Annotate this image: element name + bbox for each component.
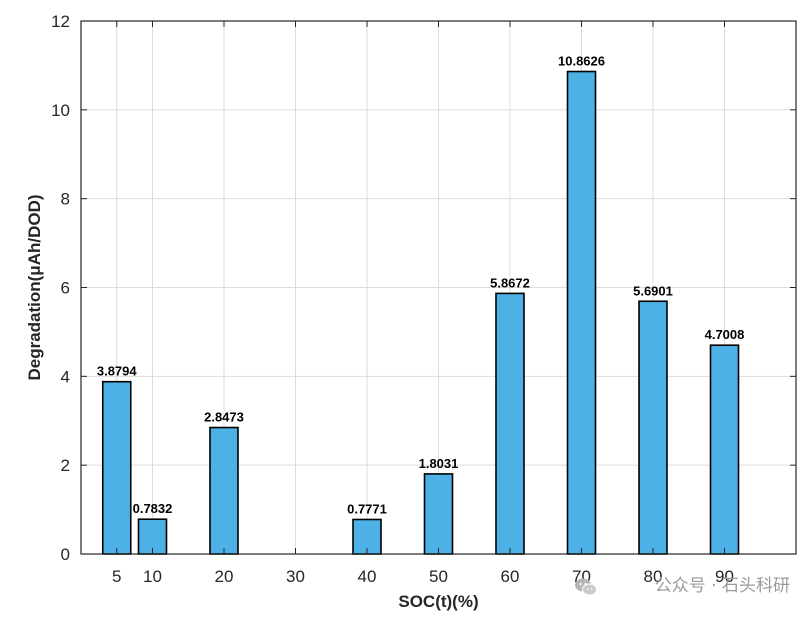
watermark-text: 公众号 · 石头科研 xyxy=(654,576,790,596)
y-tick-label: 4 xyxy=(61,367,70,386)
bar-value-label: 10.8626 xyxy=(558,54,605,69)
x-tick-label: 10 xyxy=(143,567,162,586)
y-tick-label: 10 xyxy=(51,101,70,120)
bar xyxy=(101,380,132,555)
bar xyxy=(495,292,525,555)
y-tick-label: 12 xyxy=(51,12,70,31)
bar-value-label: 0.7832 xyxy=(133,501,173,516)
bar xyxy=(209,426,239,555)
bar-value-label: 4.7008 xyxy=(705,327,745,342)
bar-value-label: 2.8473 xyxy=(204,410,244,425)
x-tick-label: 50 xyxy=(429,567,448,586)
bar-series xyxy=(101,70,740,555)
bar xyxy=(638,300,668,555)
x-axis-label: SOC(t)(%) xyxy=(398,592,478,611)
x-tick-label: 80 xyxy=(644,567,663,586)
y-axis-label: Degradation(μAh/DOD) xyxy=(25,194,44,380)
y-tick-label: 2 xyxy=(61,456,70,475)
bar-value-label: 5.8672 xyxy=(490,275,530,290)
x-tick-label: 60 xyxy=(501,567,520,586)
x-tick-label: 30 xyxy=(286,567,305,586)
y-tick-label: 6 xyxy=(61,279,70,298)
x-tick-label: 20 xyxy=(215,567,234,586)
data-labels: 3.8794 0.7832 2.8473 0.7771 1.8031 5.8672 10.8… xyxy=(97,54,745,517)
bar xyxy=(423,473,454,555)
bar xyxy=(566,70,597,555)
bar xyxy=(709,344,740,555)
wechat-icon xyxy=(575,578,597,596)
bar-value-label: 5.6901 xyxy=(633,283,673,298)
x-tick-label: 5 xyxy=(112,567,121,586)
bar-value-label: 0.7771 xyxy=(347,501,387,516)
y-tick-label: 0 xyxy=(61,545,70,564)
y-tick-label: 8 xyxy=(61,190,70,209)
bar-value-label: 3.8794 xyxy=(97,364,138,379)
plot-frame xyxy=(80,20,797,555)
x-tick-label: 90 xyxy=(715,567,734,586)
bar-value-label: 1.8031 xyxy=(419,456,459,471)
x-tick-label: 40 xyxy=(358,567,377,586)
x-axis-ticks: 5 10 20 30 40 50 60 70 80 90 xyxy=(112,21,734,586)
